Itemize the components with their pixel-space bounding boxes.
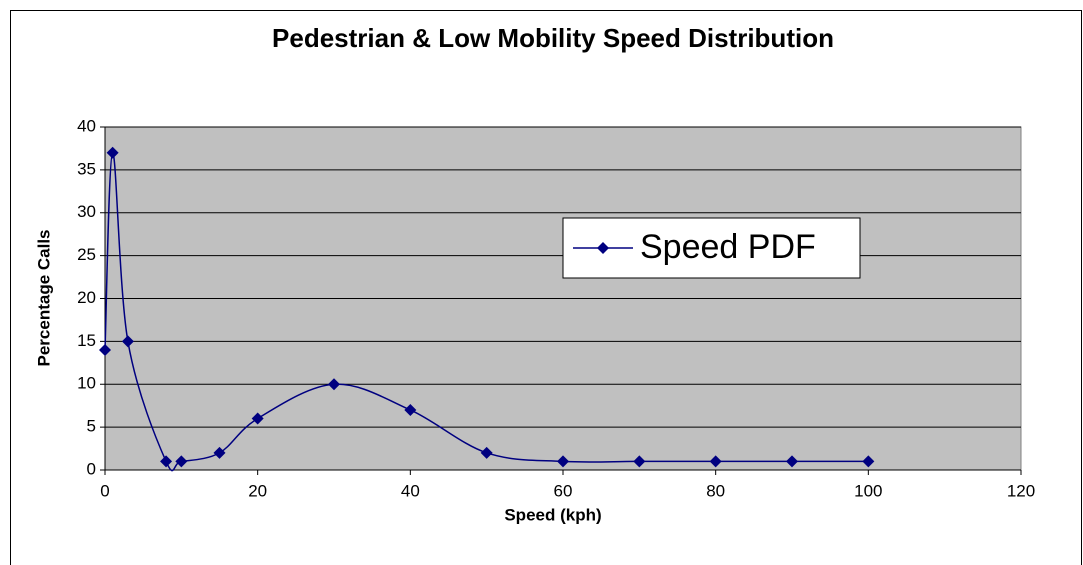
x-tick-label: 60 — [554, 481, 573, 500]
series-line — [104, 151, 869, 472]
y-tick-label: 10 — [77, 374, 96, 393]
data-point — [121, 335, 134, 348]
y-tick-label: 20 — [77, 288, 96, 307]
chart-title: Pedestrian & Low Mobility Speed Distribu… — [272, 23, 834, 53]
x-tick-label: 100 — [854, 481, 882, 500]
y-tick-label: 40 — [77, 116, 96, 135]
y-tick-label: 0 — [87, 459, 96, 478]
legend: Speed PDF — [562, 217, 861, 279]
legend-label: Speed PDF — [640, 228, 816, 266]
legend-marker — [597, 242, 609, 254]
y-tick-label: 5 — [87, 417, 96, 436]
data-point — [160, 455, 173, 468]
y-tick-label: 30 — [77, 202, 96, 221]
data-point — [175, 455, 188, 468]
y-axis-label: Percentage Calls — [34, 229, 53, 366]
data-point — [480, 446, 493, 459]
data-point — [251, 412, 264, 425]
x-tick-label: 120 — [1007, 481, 1035, 500]
x-tick-label: 80 — [706, 481, 725, 500]
x-tick-label: 20 — [248, 481, 267, 500]
data-point — [404, 403, 417, 416]
data-point — [709, 455, 722, 468]
x-tick-label: 40 — [401, 481, 420, 500]
data-point — [862, 455, 875, 468]
data-point — [106, 146, 119, 159]
data-point — [99, 343, 111, 356]
data-point — [557, 455, 569, 468]
y-tick-label: 15 — [77, 331, 96, 350]
y-tick-label: 35 — [77, 159, 96, 178]
data-point — [328, 378, 340, 391]
data-point — [786, 455, 798, 468]
y-tick-label: 25 — [77, 245, 96, 264]
x-tick-label: 0 — [100, 481, 109, 500]
x-axis-label: Speed (kph) — [504, 505, 601, 524]
data-point — [213, 446, 226, 459]
data-point — [633, 455, 646, 468]
